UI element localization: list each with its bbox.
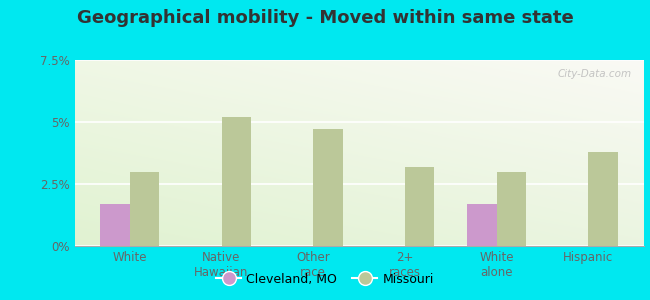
Bar (588, 152, 618, 246)
Bar (130, 172, 159, 246)
Bar (313, 129, 343, 246)
Bar (497, 172, 526, 246)
Text: City-Data.com: City-Data.com (558, 69, 632, 79)
Legend: Cleveland, MO, Missouri: Cleveland, MO, Missouri (211, 268, 439, 291)
Bar (405, 167, 434, 246)
Bar (467, 204, 497, 246)
Bar (222, 117, 251, 246)
Text: Geographical mobility - Moved within same state: Geographical mobility - Moved within sam… (77, 9, 573, 27)
Bar (101, 204, 130, 246)
